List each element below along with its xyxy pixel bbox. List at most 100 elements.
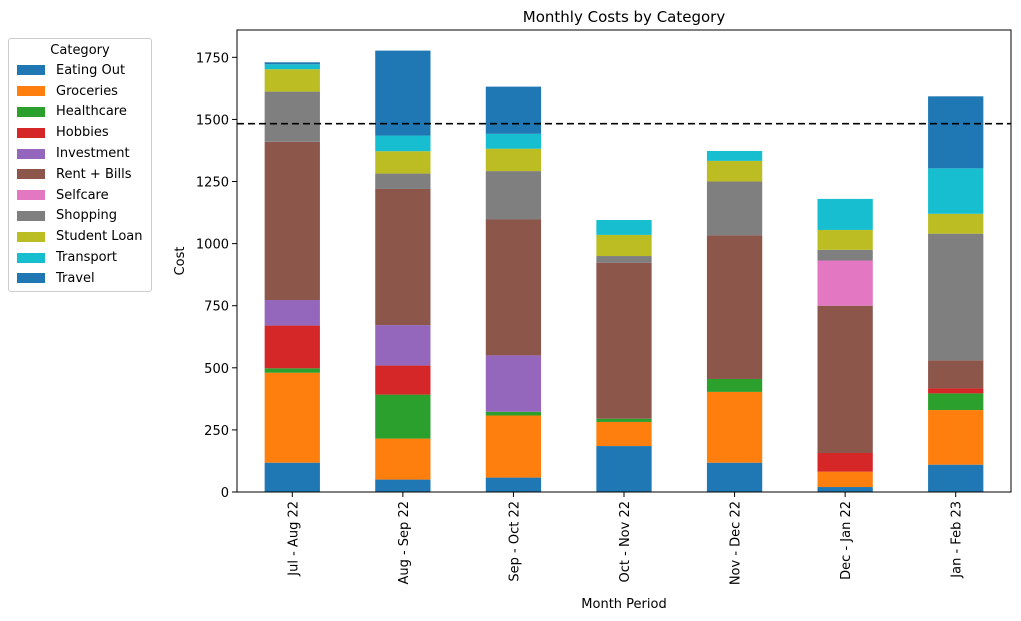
bar-student-loan-4 [596,234,652,257]
legend-label: Hobbies [56,125,109,141]
legend-swatch [17,210,45,221]
legend-items: Eating Out Groceries Healthcare Hobbies Inve… [17,60,143,289]
bar-investment-2 [375,325,431,366]
x-tick-label: Sep - Oct 22 [507,501,522,582]
legend-item: Shopping [17,206,143,227]
legend-item: Travel [17,268,143,289]
legend-swatch [17,169,45,180]
bar-rent-bills-2 [375,188,431,326]
legend-label: Transport [56,250,118,266]
bar-investment-3 [485,355,542,412]
bar-student-loan-2 [375,151,431,174]
bar-healthcare-4 [596,418,652,422]
bar-transport-1 [264,64,320,70]
bar-healthcare-7 [928,393,984,411]
x-axis: Jul - Aug 22 Aug - Sep 22 Sep - Oct 22 Oct … [286,492,965,585]
x-axis-label: Month Period [581,597,666,612]
y-tick-label: 0 [221,486,229,501]
legend-swatch [17,148,45,159]
bar-healthcare-2 [375,394,431,439]
bar-transport-2 [375,135,431,152]
x-tick-label: Jan - Feb 23 [950,501,965,579]
bar-student-loan-3 [485,148,542,172]
bar-rent-bills-5 [706,235,763,379]
y-tick-label: 1000 [196,238,229,253]
bar-shopping-2 [375,173,431,189]
bar-rent-bills-7 [928,360,984,389]
legend-item: Rent + Bills [17,164,143,185]
legend: Category Eating Out Groceries Healthcare Ho… [8,38,152,292]
bar-transport-4 [596,220,652,235]
legend-swatch [17,273,45,284]
bar-selfcare-6 [817,260,873,306]
bar-student-loan-1 [264,69,320,92]
bar-eating-out-7 [928,464,984,492]
legend-item: Selfcare [17,185,143,206]
bar-travel-3 [485,86,542,134]
bar-shopping-4 [596,256,652,263]
bar-eating-out-2 [375,479,431,492]
bar-rent-bills-3 [485,219,542,356]
bar-healthcare-5 [706,378,763,392]
legend-item: Eating Out [17,60,143,81]
bar-rent-bills-4 [596,262,652,419]
bars-group [264,50,984,492]
bar-groceries-3 [485,415,542,478]
legend-item: Transport [17,247,143,268]
legend-label: Rent + Bills [56,166,132,182]
bar-travel-2 [375,50,431,136]
bar-shopping-6 [817,249,873,261]
legend-item: Groceries [17,81,143,102]
bar-investment-1 [264,299,320,326]
legend-item: Student Loan [17,226,143,247]
bar-hobbies-2 [375,365,431,395]
bar-student-loan-6 [817,229,873,250]
x-tick-label: Jul - Aug 22 [286,501,301,577]
bar-transport-5 [706,150,763,161]
y-tick-label: 500 [204,362,229,377]
x-tick-label: Nov - Dec 22 [729,501,744,585]
legend-label: Groceries [56,83,118,99]
legend-label: Shopping [56,208,118,224]
y-tick-label: 1500 [196,113,229,128]
bar-transport-3 [485,133,542,149]
bar-eating-out-3 [485,477,542,492]
bar-eating-out-5 [706,462,763,492]
bar-eating-out-1 [264,462,320,492]
bar-groceries-6 [817,471,873,488]
y-tick-label: 750 [204,300,229,315]
chart-title: Monthly Costs by Category [523,8,726,26]
bar-groceries-2 [375,438,431,480]
bar-shopping-3 [485,171,542,220]
legend-item: Hobbies [17,122,143,143]
bar-healthcare-3 [485,411,542,416]
legend-swatch [17,231,45,242]
bar-transport-7 [928,168,984,214]
legend-label: Selfcare [56,187,109,203]
y-axis: 0 250 500 750 1000 1250 1500 1750 [196,51,237,501]
bar-groceries-4 [596,421,652,447]
legend-swatch [17,65,45,76]
legend-title: Category [50,43,110,58]
bar-rent-bills-6 [817,305,873,454]
y-tick-label: 250 [204,424,229,439]
legend-label: Eating Out [56,62,126,78]
legend-label: Investment [56,146,130,162]
legend-item: Investment [17,143,143,164]
bar-student-loan-7 [928,213,984,234]
y-tick-label: 1750 [196,51,229,66]
bar-healthcare-1 [264,368,320,373]
bar-groceries-1 [264,372,320,463]
bar-shopping-1 [264,91,320,142]
bar-hobbies-6 [817,453,873,472]
bar-groceries-5 [706,391,763,463]
bar-groceries-7 [928,410,984,465]
legend-label: Healthcare [56,104,127,120]
bar-transport-6 [817,198,873,230]
bar-hobbies-7 [928,388,984,394]
legend-label: Travel [56,270,95,286]
bar-hobbies-1 [264,325,320,369]
x-tick-label: Dec - Jan 22 [839,501,854,580]
bar-eating-out-6 [817,487,873,492]
